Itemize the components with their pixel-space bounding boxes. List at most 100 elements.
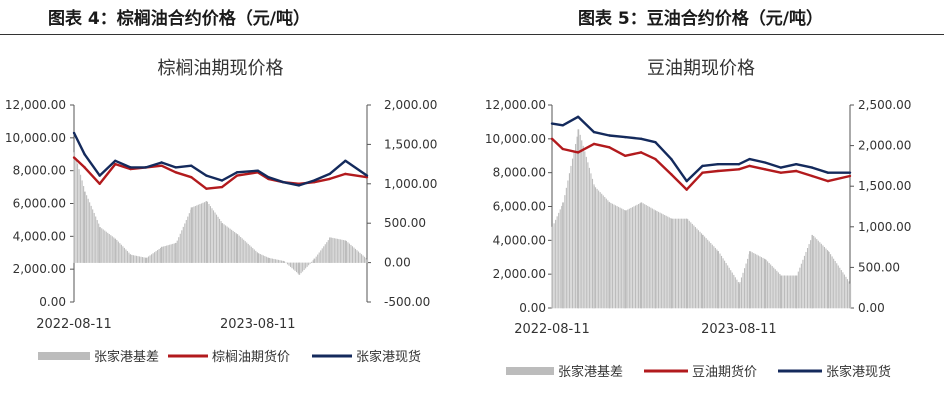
- basis-bar: [787, 276, 788, 309]
- futures-price-line-point: [795, 170, 797, 172]
- spot-price-line-point: [738, 163, 740, 165]
- basis-bar: [177, 241, 178, 263]
- basis-bar: [636, 205, 637, 309]
- basis-bar: [109, 234, 110, 263]
- basis-bar: [196, 205, 197, 263]
- spot-price-line-point: [344, 160, 346, 162]
- basis-bar: [669, 217, 670, 308]
- basis-bar: [784, 276, 785, 309]
- basis-bar: [79, 169, 80, 263]
- spot-price-line-point: [577, 116, 579, 118]
- basis-bar: [166, 246, 167, 263]
- basis-bar: [310, 263, 311, 264]
- basis-bar-point: [115, 239, 116, 263]
- basis-bar: [724, 261, 725, 309]
- chart-title: 豆油期现价格: [647, 58, 755, 79]
- basis-bar: [583, 146, 584, 308]
- basis-bar: [213, 210, 214, 263]
- basis-bar-point: [738, 284, 739, 309]
- basis-bar: [667, 217, 668, 309]
- basis-bar: [187, 217, 188, 263]
- basis-bar: [290, 263, 291, 267]
- basis-bar: [341, 240, 342, 263]
- spot-price-line-point: [313, 179, 315, 181]
- basis-bar: [353, 248, 354, 263]
- basis-bar: [255, 251, 256, 263]
- basis-bar: [121, 245, 122, 263]
- spot-price-line-point: [98, 174, 100, 176]
- left-axis-tick-label: 6,000.00: [493, 200, 546, 214]
- basis-bar: [296, 263, 297, 273]
- basis-bar: [180, 234, 181, 263]
- basis-bar-point: [84, 192, 85, 263]
- basis-bar: [186, 220, 187, 263]
- basis-bar: [91, 206, 92, 263]
- basis-bar: [159, 249, 160, 263]
- futures-price-line-point: [849, 175, 851, 177]
- basis-bar: [789, 276, 790, 309]
- basis-bar: [598, 191, 599, 309]
- basis-bar: [248, 244, 249, 263]
- basis-bar: [131, 255, 132, 263]
- basis-bar: [592, 179, 593, 308]
- basis-bar-point: [655, 211, 656, 309]
- basis-bar: [276, 260, 277, 263]
- basis-bar-point: [764, 259, 765, 308]
- chart-title: 棕榈油期现价格: [158, 58, 284, 79]
- basis-bar: [242, 238, 243, 263]
- x-axis-tick-label: 2022-08-11: [36, 317, 112, 332]
- basis-bar: [349, 244, 350, 263]
- basis-bar: [821, 244, 822, 308]
- futures-price-line-point: [577, 151, 579, 153]
- basis-bar: [181, 230, 182, 263]
- basis-bar: [252, 248, 253, 263]
- futures-price-line-point: [748, 165, 750, 167]
- basis-bar: [633, 206, 634, 308]
- basis-bar: [272, 259, 273, 263]
- left-axis-tick-label: 2,000.00: [493, 267, 546, 281]
- basis-bar: [107, 233, 108, 263]
- basis-bar: [769, 263, 770, 308]
- basis-bar-point: [130, 255, 131, 263]
- futures-price-line-point: [685, 188, 687, 190]
- basis-bar: [216, 215, 217, 263]
- basis-bar: [735, 277, 736, 308]
- futures-price-line-point: [701, 171, 703, 173]
- figure-4-heading: 图表 4：棕榈油合约价格（元/吨）: [48, 4, 310, 29]
- spot-price-line-point: [174, 166, 176, 168]
- basis-bar: [635, 206, 636, 309]
- futures-price-line-point: [780, 171, 782, 173]
- basis-bar-point: [562, 202, 563, 308]
- basis-bar: [692, 224, 693, 308]
- basis-bar: [663, 214, 664, 308]
- basis-bar: [695, 227, 696, 308]
- basis-bar: [233, 231, 234, 263]
- futures-price-line-point: [83, 166, 85, 168]
- basis-bar: [151, 254, 152, 263]
- palm-oil-chart: 棕榈油期现价格12,000.0010,000.008,000.006,000.0…: [0, 36, 470, 402]
- basis-bar: [649, 207, 650, 309]
- right-axis-tick-label: 2,000.00: [858, 139, 911, 153]
- basis-bar: [759, 256, 760, 308]
- basis-bar: [311, 262, 312, 263]
- basis-bar: [581, 140, 582, 308]
- basis-bar: [673, 219, 674, 309]
- basis-bar: [337, 239, 338, 263]
- basis-bar: [698, 230, 699, 308]
- basis-bar: [240, 237, 241, 263]
- spot-price-line-point: [114, 160, 116, 162]
- legend-swatch-basis: [38, 352, 90, 360]
- basis-bar-point: [161, 247, 162, 263]
- basis-bar: [601, 194, 602, 309]
- basis-bar: [326, 242, 327, 263]
- basis-bar: [729, 268, 730, 309]
- basis-bar: [676, 219, 677, 309]
- basis-bar: [650, 208, 651, 309]
- basis-bar: [156, 251, 157, 263]
- basis-bar: [560, 209, 561, 308]
- basis-bar: [652, 209, 653, 309]
- legend-label: 棕榈油期货价: [212, 349, 290, 365]
- basis-bar: [747, 259, 748, 308]
- futures-price-line-point: [205, 188, 207, 190]
- basis-bar: [189, 213, 190, 263]
